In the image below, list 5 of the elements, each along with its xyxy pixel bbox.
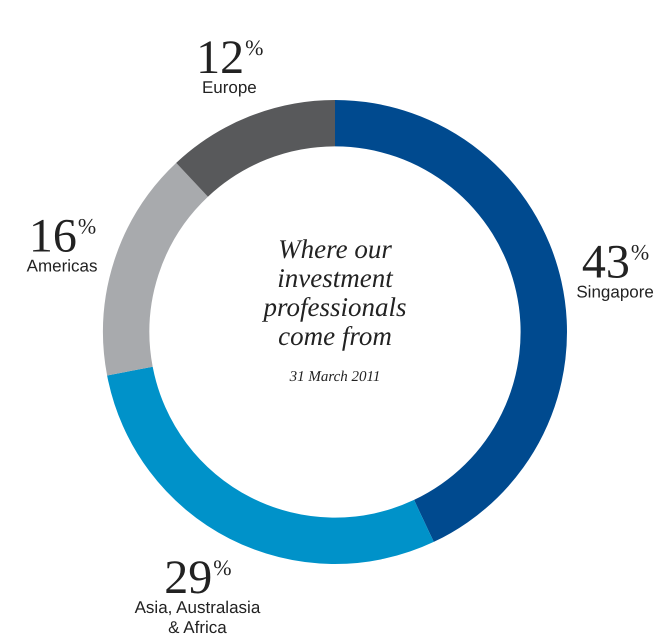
text: Where our investment professionals come from <box>261 234 408 351</box>
slice-label: Singapore <box>576 282 654 302</box>
slice-label: Americas <box>26 256 98 276</box>
text: 31 March 2011 <box>288 369 382 386</box>
slice-label: Asia, Australasia & Africa <box>134 598 261 637</box>
